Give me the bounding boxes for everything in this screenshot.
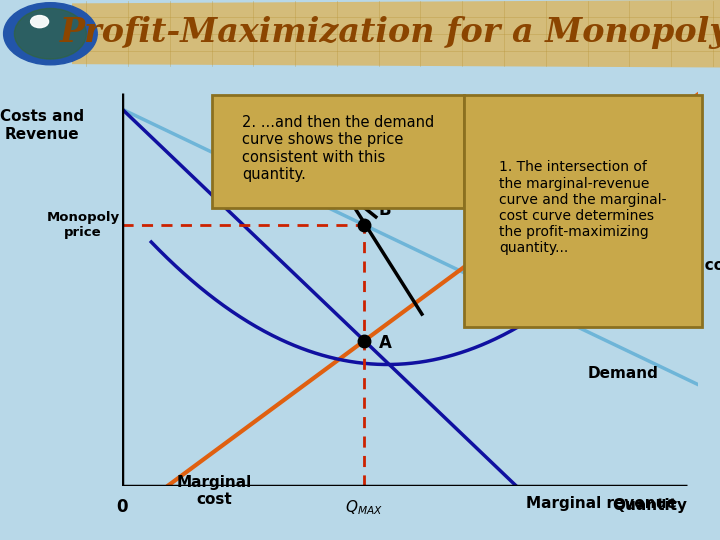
Polygon shape [72, 0, 720, 68]
Text: Costs and
Revenue: Costs and Revenue [0, 109, 84, 141]
Text: B: B [379, 201, 392, 219]
Text: Average total cost: Average total cost [583, 258, 720, 273]
Ellipse shape [30, 16, 49, 28]
Text: Quantity: Quantity [612, 498, 687, 513]
Text: Demand: Demand [588, 366, 658, 381]
Text: A: A [379, 334, 392, 352]
Ellipse shape [4, 3, 97, 65]
Text: Monopoly
price: Monopoly price [46, 211, 120, 239]
Text: Marginal
cost: Marginal cost [177, 475, 252, 507]
Text: 2. ...and then the demand
curve shows the price
consistent with this
quantity.: 2. ...and then the demand curve shows th… [242, 115, 435, 182]
Text: 1. The intersection of
the marginal-revenue
curve and the marginal-
cost curve d: 1. The intersection of the marginal-reve… [500, 160, 667, 255]
Text: Profit-Maximization for a Monopoly...: Profit-Maximization for a Monopoly... [60, 16, 720, 49]
Ellipse shape [14, 9, 86, 59]
Text: 0: 0 [117, 498, 128, 516]
Text: $Q_{MAX}$: $Q_{MAX}$ [346, 498, 383, 517]
Text: Marginal revenue: Marginal revenue [526, 496, 677, 511]
